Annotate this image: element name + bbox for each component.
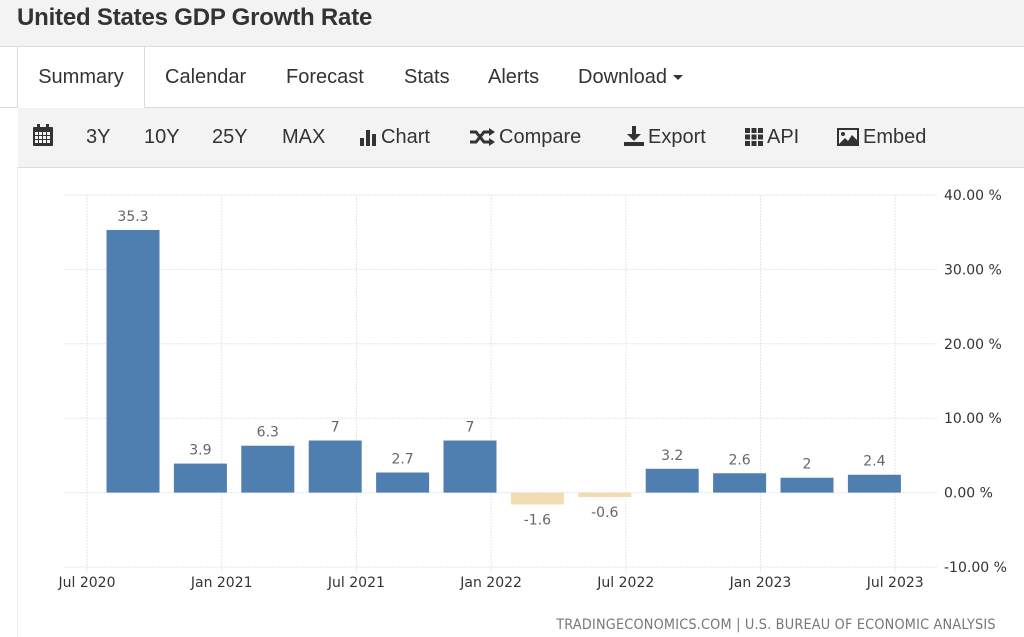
y-tick-label: 30.00 % [944, 262, 1002, 278]
tab-bar-left-edge [0, 47, 18, 107]
y-tick-label: -10.00 % [944, 560, 1007, 576]
range-10y-label: 10Y [144, 126, 180, 148]
bars [106, 229, 901, 505]
x-tick-label: Jan 2021 [190, 575, 253, 591]
bar-q1-2022[interactable] [510, 492, 564, 505]
tab-download[interactable]: Download [578, 47, 683, 107]
range-25y-label: 25Y [212, 126, 248, 148]
export-label: Export [648, 126, 706, 148]
title-bar: United States GDP Growth Rate [0, 0, 1024, 47]
range-3y-label: 3Y [86, 126, 111, 148]
data-label: 6.3 [257, 425, 279, 441]
bar-q2-2022[interactable] [578, 492, 632, 498]
compare-label: Compare [499, 126, 582, 148]
x-tick-label: Jul 2023 [866, 575, 924, 591]
bar-q3-2020[interactable] [106, 229, 160, 493]
data-label: 3.9 [189, 443, 211, 459]
x-tick-label: Jul 2022 [596, 575, 654, 591]
tab-download-label: Download [578, 66, 667, 88]
api-button[interactable]: API [745, 108, 799, 167]
data-label: 7 [466, 420, 475, 436]
bar-q2-2021[interactable] [308, 440, 362, 493]
data-label: 3.2 [661, 448, 683, 464]
tab-stats[interactable]: Stats [404, 47, 450, 107]
download-icon [624, 126, 644, 146]
tab-summary[interactable]: Summary [18, 47, 145, 108]
calendar-icon [33, 124, 53, 146]
compare-button[interactable]: Compare [469, 108, 581, 167]
range-max-label: MAX [282, 126, 326, 148]
tab-summary-label: Summary [38, 66, 124, 88]
bar-q3-2021[interactable] [376, 472, 430, 493]
range-3y-button[interactable]: 3Y [86, 108, 110, 167]
date-range-picker-button[interactable] [33, 108, 57, 167]
y-tick-label: 10.00 % [944, 411, 1002, 427]
bar-q1-2021[interactable] [241, 445, 295, 493]
tab-calendar[interactable]: Calendar [165, 47, 246, 107]
image-icon [837, 128, 859, 146]
data-label: 2.6 [728, 452, 750, 468]
y-axis: 40.00 % 30.00 % 20.00 % 10.00 % 0.00 % -10.00… [944, 188, 1007, 576]
x-tick-label: Jan 2023 [729, 575, 792, 591]
export-button[interactable]: Export [624, 108, 706, 167]
x-axis: Jul 2020 Jan 2021 Jul 2021 Jan 2022 Jul 2022… [58, 575, 924, 591]
left-panel-divider [17, 167, 18, 637]
y-tick-label: 0.00 % [944, 486, 993, 502]
y-tick-label: 40.00 % [944, 188, 1002, 204]
grid-icon [745, 128, 763, 146]
source-attribution: TRADINGECONOMICS.COM | U.S. BUREAU OF EC… [556, 617, 996, 633]
data-label: 35.3 [117, 209, 148, 225]
range-10y-button[interactable]: 10Y [144, 108, 180, 167]
range-max-button[interactable]: MAX [282, 108, 325, 167]
data-label: 2 [803, 457, 812, 473]
bar-chart-icon [360, 130, 376, 146]
tab-alerts-label: Alerts [488, 66, 540, 88]
chart-type-button[interactable]: Chart [359, 108, 430, 167]
bar-q1-2023[interactable] [780, 477, 834, 493]
bar-q3-2022[interactable] [645, 468, 699, 493]
tab-forecast[interactable]: Forecast [286, 47, 364, 107]
tab-calendar-label: Calendar [165, 66, 247, 88]
x-tick-label: Jan 2022 [459, 575, 522, 591]
data-label: 2.7 [391, 452, 413, 468]
data-labels: 35.3 3.9 6.3 7 2.7 7 -1.6 -0.6 3.2 2.6 2 2.4 [117, 209, 885, 529]
chart-type-label: Chart [381, 126, 430, 148]
api-label: API [767, 126, 800, 148]
data-label: 2.4 [863, 454, 885, 470]
tab-stats-label: Stats [404, 66, 450, 88]
embed-label: Embed [863, 126, 927, 148]
data-label: -1.6 [524, 513, 551, 529]
tab-alerts[interactable]: Alerts [488, 47, 539, 107]
embed-button[interactable]: Embed [837, 108, 926, 167]
shuffle-icon [470, 128, 495, 146]
y-tick-label: 20.00 % [944, 337, 1002, 353]
bar-q4-2020[interactable] [173, 463, 227, 493]
tab-bar [0, 47, 1024, 108]
grid-lines [65, 194, 938, 572]
x-tick-label: Jul 2021 [327, 575, 385, 591]
caret-down-icon [672, 75, 683, 81]
x-tick-label: Jul 2020 [58, 575, 116, 591]
bar-q4-2022[interactable] [713, 473, 767, 493]
page-title: United States GDP Growth Rate [17, 4, 373, 31]
tab-forecast-label: Forecast [286, 66, 364, 88]
bar-q4-2021[interactable] [443, 440, 497, 493]
bar-q2-2023[interactable] [847, 474, 901, 493]
data-label: 7 [331, 420, 340, 436]
data-label: -0.6 [591, 505, 618, 521]
range-25y-button[interactable]: 25Y [212, 108, 248, 167]
